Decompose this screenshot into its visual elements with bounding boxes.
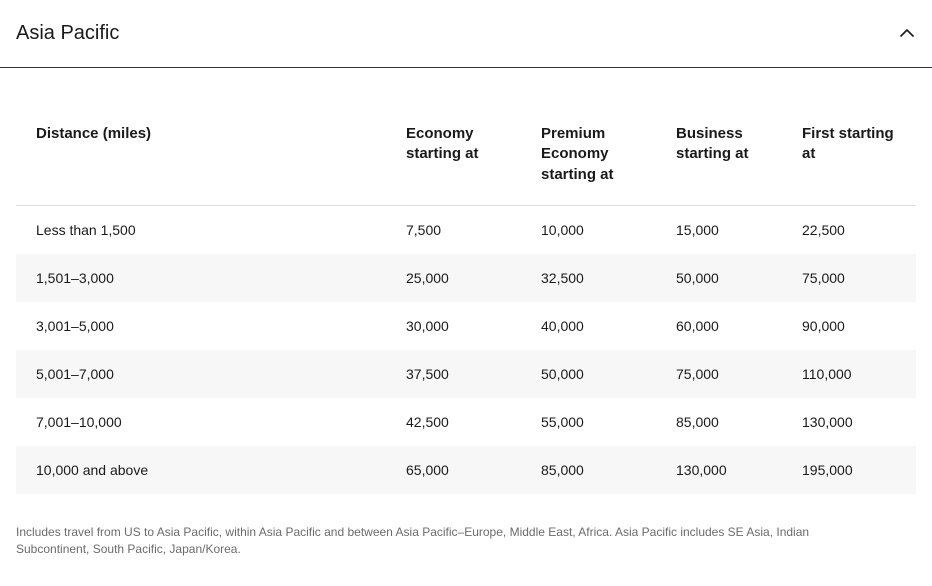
cell-distance: Less than 1,500 [16,205,394,254]
cell-economy: 42,500 [394,398,529,446]
cell-first: 90,000 [790,302,916,350]
table-row: 10,000 and above 65,000 85,000 130,000 1… [16,446,916,494]
table-header-row: Distance (miles) Economy starting at Pre… [16,108,916,205]
col-header-economy: Economy starting at [394,108,529,205]
table-row: 7,001–10,000 42,500 55,000 85,000 130,00… [16,398,916,446]
cell-business: 60,000 [664,302,790,350]
cell-economy: 30,000 [394,302,529,350]
award-chart-table-wrap: Distance (miles) Economy starting at Pre… [0,68,932,502]
cell-business: 130,000 [664,446,790,494]
cell-distance: 3,001–5,000 [16,302,394,350]
cell-economy: 25,000 [394,254,529,302]
accordion-header[interactable]: Asia Pacific [0,0,932,68]
cell-distance: 7,001–10,000 [16,398,394,446]
col-header-first: First starting at [790,108,916,205]
cell-premium-economy: 32,500 [529,254,664,302]
cell-distance: 1,501–3,000 [16,254,394,302]
footnote-text: Includes travel from US to Asia Pacific,… [0,502,900,567]
cell-first: 22,500 [790,205,916,254]
cell-business: 75,000 [664,350,790,398]
chevron-up-icon [898,25,916,43]
col-header-distance: Distance (miles) [16,108,394,205]
accordion-title: Asia Pacific [16,22,119,45]
cell-first: 75,000 [790,254,916,302]
cell-premium-economy: 55,000 [529,398,664,446]
cell-premium-economy: 50,000 [529,350,664,398]
cell-business: 85,000 [664,398,790,446]
cell-distance: 10,000 and above [16,446,394,494]
table-row: 3,001–5,000 30,000 40,000 60,000 90,000 [16,302,916,350]
cell-economy: 7,500 [394,205,529,254]
cell-business: 15,000 [664,205,790,254]
cell-first: 110,000 [790,350,916,398]
cell-first: 195,000 [790,446,916,494]
cell-economy: 65,000 [394,446,529,494]
table-row: 1,501–3,000 25,000 32,500 50,000 75,000 [16,254,916,302]
cell-business: 50,000 [664,254,790,302]
award-chart-table: Distance (miles) Economy starting at Pre… [16,108,916,494]
col-header-premium-economy: Premium Economy starting at [529,108,664,205]
cell-premium-economy: 10,000 [529,205,664,254]
table-row: 5,001–7,000 37,500 50,000 75,000 110,000 [16,350,916,398]
col-header-business: Business starting at [664,108,790,205]
cell-first: 130,000 [790,398,916,446]
cell-premium-economy: 85,000 [529,446,664,494]
cell-premium-economy: 40,000 [529,302,664,350]
cell-economy: 37,500 [394,350,529,398]
cell-distance: 5,001–7,000 [16,350,394,398]
table-row: Less than 1,500 7,500 10,000 15,000 22,5… [16,205,916,254]
